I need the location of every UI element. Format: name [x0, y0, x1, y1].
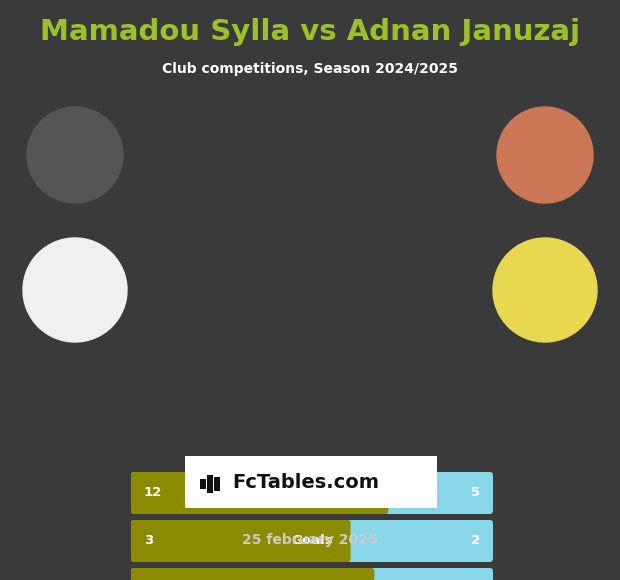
FancyBboxPatch shape: [131, 520, 350, 562]
Circle shape: [493, 238, 597, 342]
FancyBboxPatch shape: [200, 479, 206, 489]
Text: 12: 12: [144, 487, 162, 499]
FancyBboxPatch shape: [131, 568, 493, 580]
Text: 2: 2: [471, 535, 480, 548]
Text: Goals: Goals: [291, 535, 333, 548]
Circle shape: [497, 107, 593, 203]
Text: Mamadou Sylla vs Adnan Januzaj: Mamadou Sylla vs Adnan Januzaj: [40, 18, 580, 46]
Circle shape: [27, 107, 123, 203]
FancyBboxPatch shape: [214, 477, 220, 491]
FancyBboxPatch shape: [131, 568, 374, 580]
Text: Matches: Matches: [281, 487, 343, 499]
Text: 25 february 2025: 25 february 2025: [242, 533, 378, 547]
FancyBboxPatch shape: [185, 456, 437, 508]
FancyBboxPatch shape: [131, 520, 493, 562]
Text: Club competitions, Season 2024/2025: Club competitions, Season 2024/2025: [162, 62, 458, 76]
Text: 3: 3: [144, 535, 153, 548]
FancyBboxPatch shape: [131, 472, 388, 514]
FancyBboxPatch shape: [131, 472, 493, 514]
Text: 5: 5: [471, 487, 480, 499]
FancyBboxPatch shape: [207, 475, 213, 493]
Text: FcTables.com: FcTables.com: [232, 473, 379, 491]
Circle shape: [23, 238, 127, 342]
